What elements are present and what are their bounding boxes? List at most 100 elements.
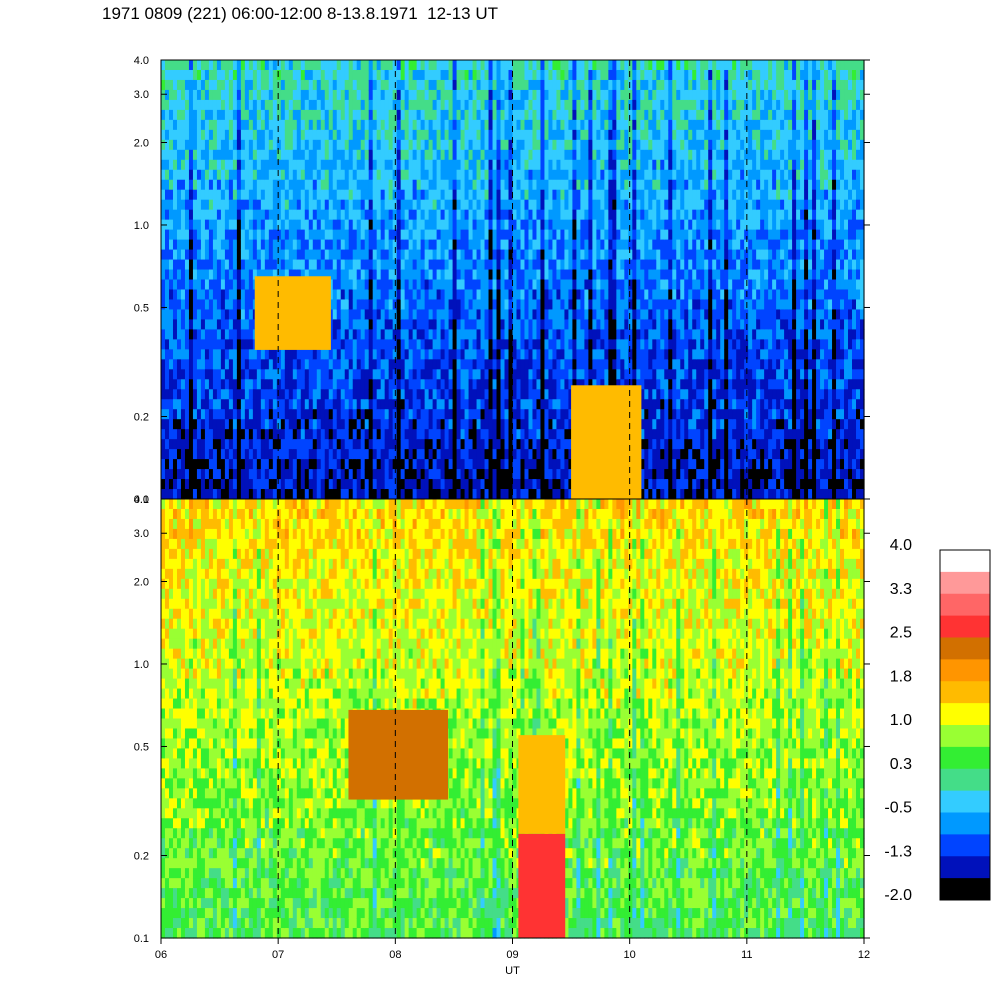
heatmap-cell (228, 479, 234, 490)
heatmap-cell (192, 489, 198, 500)
heatmap-cell (284, 109, 290, 121)
heatmap-cell (356, 139, 362, 151)
heatmap-cell (336, 109, 342, 121)
heatmap-cell (420, 309, 426, 321)
heatmap-cell (372, 129, 378, 141)
heatmap-cell (448, 129, 454, 141)
heatmap-cell (368, 259, 374, 271)
heatmap-cell (200, 359, 206, 370)
heatmap-cell (404, 349, 410, 360)
heatmap-cell (344, 99, 350, 111)
heatmap-cell (412, 299, 418, 311)
heatmap-cell (300, 139, 306, 151)
heatmap-cell (364, 89, 370, 101)
heatmap-cell (496, 489, 502, 500)
heatmap-cell (356, 119, 362, 131)
heatmap-cell (204, 379, 210, 390)
heatmap-cell (208, 309, 214, 321)
heatmap-cell (316, 439, 322, 450)
heatmap-cell (548, 159, 554, 171)
heatmap-cell (240, 299, 246, 311)
heatmap-cell (412, 279, 418, 291)
heatmap-cell (176, 409, 182, 420)
heatmap-cell (300, 449, 306, 460)
heatmap-cell (168, 79, 174, 91)
heatmap-cell (496, 139, 502, 151)
heatmap-cell (548, 429, 554, 440)
heatmap-cell (436, 299, 442, 311)
heatmap-cell (472, 369, 478, 380)
heatmap-cell (404, 289, 410, 301)
heatmap-cell (308, 459, 314, 470)
heatmap-cell (384, 319, 390, 330)
heatmap-cell (416, 89, 422, 101)
heatmap-cell (344, 419, 350, 430)
heatmap-cell (412, 209, 418, 221)
heatmap-cell (264, 169, 270, 181)
heatmap-cell (416, 419, 422, 430)
heatmap-cell (480, 299, 486, 311)
heatmap-cell (608, 159, 613, 171)
heatmap-cell (168, 379, 174, 390)
heatmap-cell (568, 349, 574, 360)
heatmap-cell (368, 279, 374, 291)
heatmap-cell (408, 60, 414, 71)
heatmap-cell (544, 359, 550, 370)
heatmap-cell (212, 479, 218, 490)
heatmap-cell (604, 89, 609, 101)
heatmap-cell (220, 159, 226, 171)
heatmap-cell (192, 379, 198, 390)
heatmap-cell (176, 60, 182, 71)
heatmap-cell (528, 179, 534, 191)
heatmap-cell (336, 149, 342, 161)
heatmap-cell (272, 79, 278, 91)
heatmap-cell (552, 349, 558, 360)
heatmap-cell (332, 89, 338, 101)
heatmap-cell (492, 339, 498, 350)
heatmap-cell (484, 359, 490, 370)
heatmap-cell (516, 369, 522, 380)
heatmap-cell (444, 249, 450, 261)
heatmap-cell (360, 219, 366, 231)
heatmap-cell (456, 219, 462, 231)
heatmap-cell (436, 89, 442, 101)
heatmap-cell (540, 439, 546, 450)
heatmap-cell (516, 279, 522, 291)
heatmap-cell (536, 319, 542, 330)
heatmap-cell (376, 149, 382, 161)
heatmap-cell (444, 179, 450, 191)
heatmap-cell (440, 329, 446, 340)
heatmap-cell (536, 219, 542, 231)
heatmap-cell (428, 309, 434, 321)
heatmap-cell (300, 489, 306, 500)
heatmap-cell (184, 149, 190, 161)
heatmap-cell (256, 129, 262, 141)
heatmap-cell (528, 209, 534, 221)
heatmap-cell (192, 159, 198, 171)
heatmap-cell (192, 79, 198, 91)
heatmap-cell (200, 119, 206, 131)
heatmap-cell (376, 419, 382, 430)
heatmap-cell (292, 439, 298, 450)
heatmap-cell (368, 169, 374, 181)
heatmap-cell (180, 179, 186, 191)
heatmap-cell (504, 469, 510, 480)
heatmap-cell (164, 129, 170, 141)
heatmap-cell (464, 289, 470, 301)
heatmap-cell (536, 349, 542, 360)
heatmap-cell (336, 289, 342, 301)
heatmap-cell (512, 229, 518, 241)
heatmap-cell (552, 249, 558, 261)
heatmap-cell (216, 169, 222, 181)
heatmap-cell (428, 469, 434, 480)
heatmap-cell (344, 339, 350, 350)
heatmap-cell (161, 359, 166, 370)
heatmap-cell (172, 419, 178, 430)
heatmap-cell (512, 169, 518, 181)
heatmap-cell (384, 259, 390, 271)
heatmap-cell (352, 189, 358, 201)
heatmap-cell (404, 319, 410, 330)
heatmap-cell (332, 419, 338, 430)
heatmap-cell (424, 389, 430, 400)
heatmap-cell (260, 369, 266, 380)
